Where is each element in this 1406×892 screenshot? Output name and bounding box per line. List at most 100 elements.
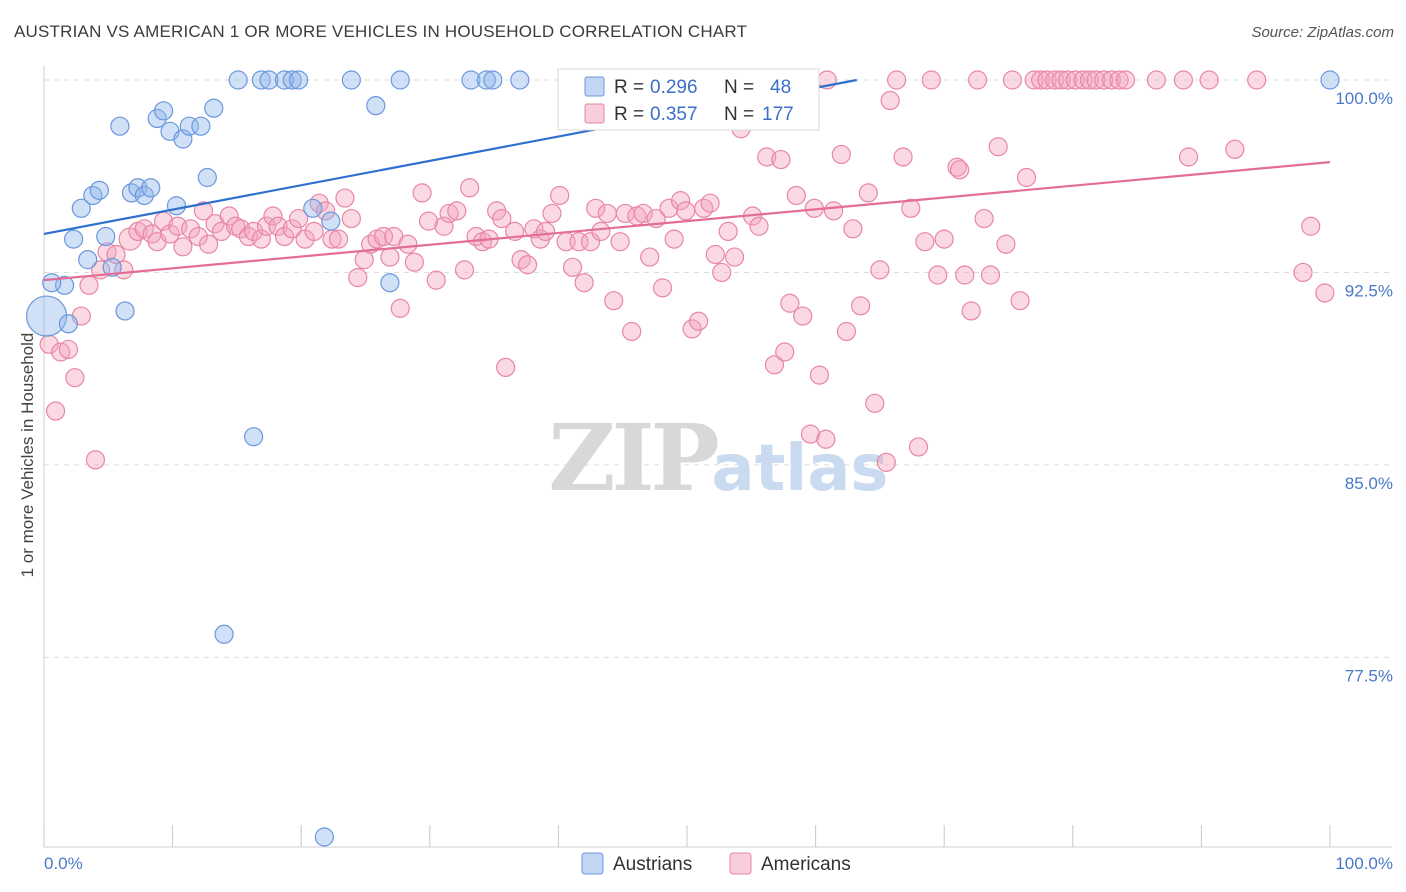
american-point-121 xyxy=(816,429,836,449)
austrian-point-29 xyxy=(251,70,271,90)
american-point-129 xyxy=(870,260,890,280)
american-point-114 xyxy=(775,342,795,362)
austrian-point-22 xyxy=(179,116,199,136)
american-point-28 xyxy=(226,216,246,236)
american-point-170 xyxy=(1173,70,1193,90)
american-point-54 xyxy=(390,298,410,318)
american-point-33 xyxy=(256,216,277,236)
american-point-107 xyxy=(724,247,745,267)
austrian-point-27 xyxy=(228,70,248,90)
austrian-point-7 xyxy=(83,185,103,206)
american-point-95 xyxy=(652,278,673,298)
american-point-74 xyxy=(524,219,544,239)
american-point-173 xyxy=(950,160,970,180)
american-point-12 xyxy=(118,227,142,251)
american-point-133 xyxy=(901,198,921,218)
american-point-122 xyxy=(824,201,844,221)
american-point-44 xyxy=(328,229,349,249)
american-point-103 xyxy=(700,193,720,213)
y-tick-label-1: 92.5% xyxy=(1345,281,1393,300)
american-point-98 xyxy=(670,191,691,211)
austrian-point-40 xyxy=(390,70,410,90)
american-point-3 xyxy=(58,339,79,360)
american-point-78 xyxy=(550,185,570,206)
watermark-atlas: atlas xyxy=(712,432,889,506)
american-point-38 xyxy=(289,208,309,229)
american-point-139 xyxy=(947,157,967,177)
american-point-110 xyxy=(749,216,769,236)
american-point-2 xyxy=(51,342,71,362)
legend-n-value-austrians: 48 xyxy=(770,77,791,98)
austrians-points xyxy=(25,70,1340,847)
austrian-point-41 xyxy=(461,70,481,90)
american-point-147 xyxy=(1002,70,1022,90)
austrian-point-15 xyxy=(134,185,154,206)
grid-lines xyxy=(44,79,1392,658)
american-point-23 xyxy=(193,201,214,221)
american-point-148 xyxy=(1010,291,1030,311)
american-point-58 xyxy=(418,211,439,231)
american-point-111 xyxy=(757,147,777,167)
american-point-149 xyxy=(1016,167,1037,188)
chart-title: AUSTRIAN VS AMERICAN 1 OR MORE VEHICLES … xyxy=(14,22,748,41)
american-point-101 xyxy=(688,311,709,331)
american-point-11 xyxy=(114,260,134,280)
legend-n-label-austrians: N = xyxy=(724,77,754,98)
austrian-point-43 xyxy=(483,70,503,90)
american-point-41 xyxy=(309,193,329,213)
american-point-115 xyxy=(780,293,800,313)
american-point-63 xyxy=(454,260,475,280)
american-trend-line xyxy=(43,161,1331,282)
american-point-24 xyxy=(199,234,219,254)
american-point-37 xyxy=(282,219,302,239)
american-point-136 xyxy=(921,70,941,90)
american-point-55 xyxy=(398,234,418,254)
american-point-10 xyxy=(106,244,126,265)
bottom-legend-label-austrians: Austrians xyxy=(613,854,692,875)
american-point-70 xyxy=(496,357,516,378)
american-point-102 xyxy=(694,198,714,218)
austrian-point-33 xyxy=(289,70,309,90)
american-point-80 xyxy=(562,257,583,277)
american-point-4 xyxy=(65,368,85,388)
american-point-106 xyxy=(718,221,738,241)
american-point-35 xyxy=(268,216,288,236)
american-point-83 xyxy=(580,232,601,252)
american-point-69 xyxy=(492,208,512,229)
austrian-point-44 xyxy=(510,70,530,90)
american-point-0 xyxy=(39,334,59,354)
american-point-93 xyxy=(640,247,660,267)
american-point-99 xyxy=(676,201,696,221)
austrian-point-10 xyxy=(102,257,122,277)
austrian-point-25 xyxy=(204,98,224,118)
bottom-legend: Austrians Americans xyxy=(581,852,851,875)
legend-swatch-americans xyxy=(584,103,605,124)
american-point-56 xyxy=(404,252,424,272)
x-tick-label-0: 0.0% xyxy=(44,854,83,873)
american-point-135 xyxy=(915,232,935,252)
austrian-point-42 xyxy=(476,70,496,90)
american-point-105 xyxy=(712,262,732,283)
austrian-point-23 xyxy=(191,116,211,136)
american-point-87 xyxy=(604,291,624,311)
american-point-123 xyxy=(831,144,851,165)
american-point-1 xyxy=(45,401,66,421)
austrian-point-47 xyxy=(1320,70,1340,90)
american-point-51 xyxy=(373,226,394,247)
austrian-point-24 xyxy=(197,167,217,188)
american-point-82 xyxy=(574,273,594,293)
austrian-point-39 xyxy=(380,273,400,293)
american-point-124 xyxy=(836,321,857,342)
american-point-178 xyxy=(880,90,900,111)
american-point-88 xyxy=(610,232,630,252)
axes xyxy=(43,66,1392,848)
american-point-163 xyxy=(1115,70,1136,90)
legend-r-label-americans: R = xyxy=(614,104,644,125)
american-point-61 xyxy=(439,203,459,224)
austrian-point-30 xyxy=(259,70,279,90)
american-point-167 xyxy=(1293,262,1313,283)
american-point-81 xyxy=(569,232,589,252)
american-point-138 xyxy=(934,229,954,249)
bottom-legend-swatch-americans xyxy=(729,852,752,875)
y-tick-labels: 100.0% 92.5% 85.0% 77.5% xyxy=(1335,89,1393,685)
